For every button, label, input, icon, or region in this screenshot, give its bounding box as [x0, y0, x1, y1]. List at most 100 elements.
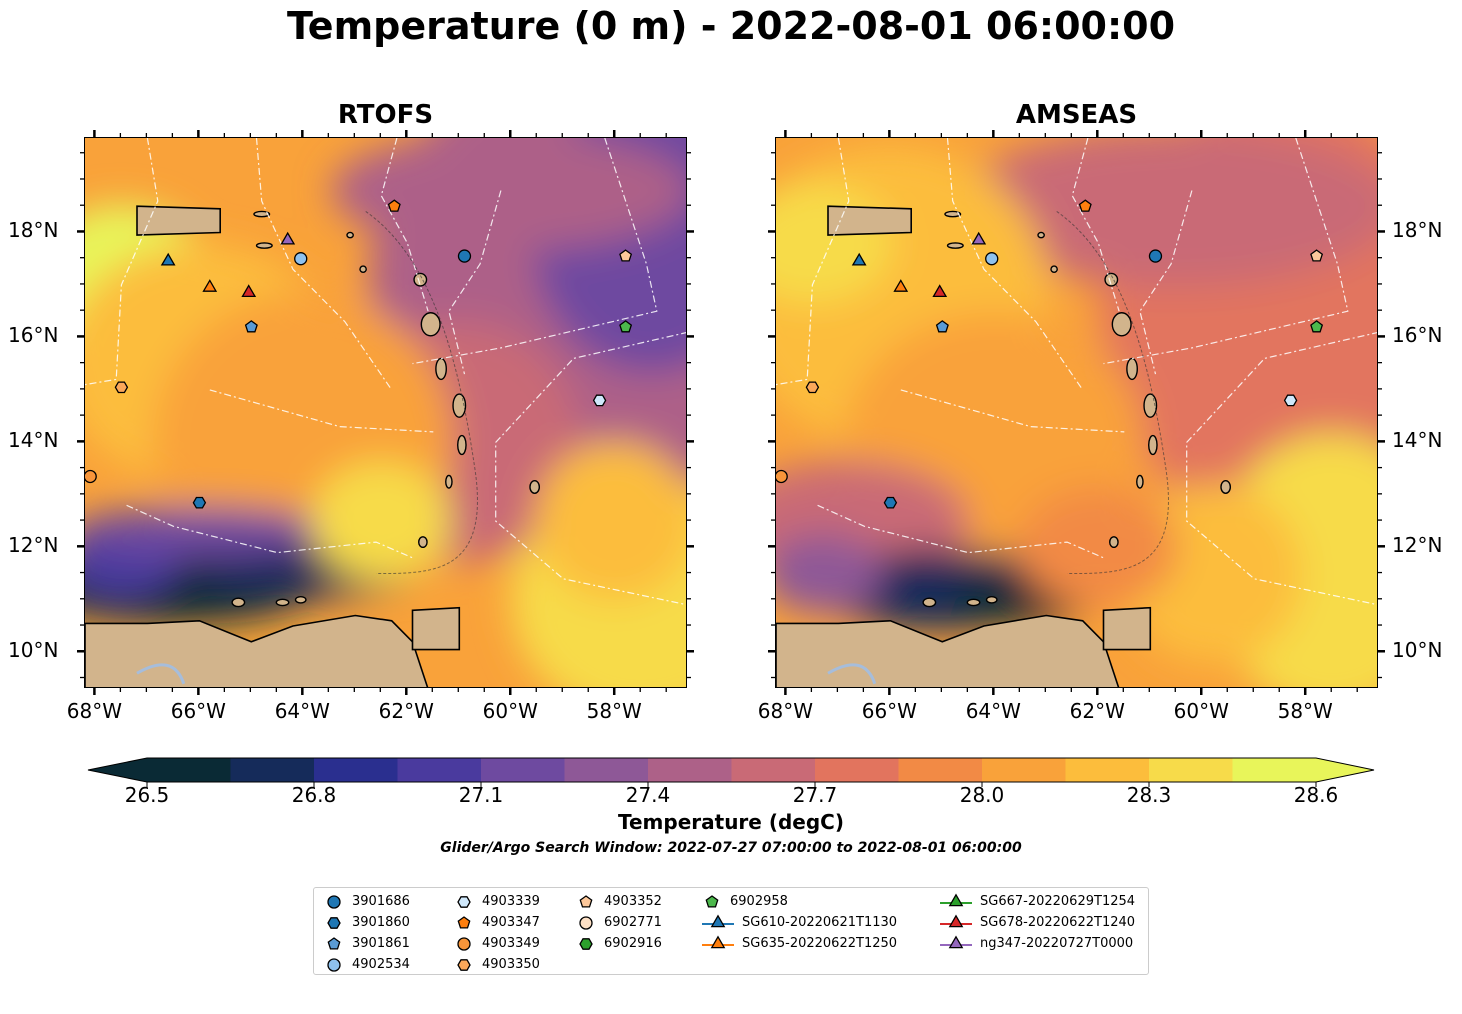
legend-marker[interactable]	[705, 895, 719, 908]
bathymetry-contour	[1056, 211, 1169, 575]
legend-marker[interactable]	[579, 895, 593, 908]
legend-marker[interactable]	[948, 893, 964, 907]
marker-3901861[interactable]	[935, 320, 949, 333]
land-polygon	[1102, 606, 1152, 651]
island	[1126, 357, 1138, 381]
legend-marker[interactable]	[579, 938, 593, 950]
land-polygon	[827, 205, 912, 236]
island	[1220, 479, 1232, 494]
temperature-blob	[85, 506, 330, 557]
colorbar-segment	[397, 758, 482, 782]
legend-marker[interactable]	[579, 916, 593, 930]
colorbar-segment	[481, 758, 565, 782]
marker-6902958[interactable]	[619, 320, 633, 333]
eez-boundary	[776, 138, 850, 386]
colorbar-segment	[1232, 758, 1317, 782]
marker-4903339[interactable]	[1283, 394, 1298, 407]
panel-title-amseas: AMSEAS	[1015, 100, 1138, 130]
marker-4903352[interactable]	[1310, 249, 1324, 262]
rtofs-map[interactable]	[84, 137, 687, 688]
legend-marker-icon	[327, 917, 341, 929]
temperature-blob	[311, 461, 452, 582]
map-canvas	[85, 138, 686, 687]
legend-marker-icon	[940, 914, 972, 928]
colorbar-segment	[564, 758, 649, 782]
legend-item: ng347-20220727T0000	[940, 934, 1133, 952]
island	[435, 357, 447, 381]
legend-marker[interactable]	[710, 935, 726, 949]
marker-4903349[interactable]	[776, 469, 788, 484]
legend-marker-icon	[579, 938, 593, 950]
x-tick-label: 66°W	[170, 699, 226, 723]
marker-SG635-20220622T1250[interactable]	[202, 279, 218, 292]
marker-3901686[interactable]	[457, 249, 472, 263]
island	[413, 272, 428, 287]
marker-4902534[interactable]	[985, 252, 999, 266]
colorbar-segment	[982, 758, 1066, 782]
legend-marker[interactable]	[327, 937, 341, 950]
legend-item: SG635-20220622T1250	[702, 934, 897, 952]
marker-SG610-20220621T1130[interactable]	[160, 252, 176, 266]
legend-item: 4903339	[454, 892, 540, 910]
legend-marker[interactable]	[457, 896, 471, 908]
island	[1136, 474, 1144, 489]
legend-marker[interactable]	[327, 958, 341, 972]
y-tick-label: 12°N	[8, 533, 59, 558]
island	[1037, 231, 1045, 239]
legend-marker[interactable]	[710, 914, 726, 928]
marker-3901860[interactable]	[883, 496, 898, 509]
legend-item: 3901860	[324, 913, 410, 931]
marker-4903352[interactable]	[619, 249, 633, 262]
marker-4903347[interactable]	[1078, 199, 1092, 212]
legend-marker-icon	[457, 916, 471, 929]
x-tick-label: 68°W	[66, 699, 122, 723]
temperature-blob	[776, 533, 883, 614]
marker-4903350[interactable]	[114, 381, 129, 394]
x-tick-label: 60°W	[482, 699, 538, 723]
marker-4903349[interactable]	[85, 469, 97, 484]
island	[966, 598, 981, 607]
marker-3901686[interactable]	[1148, 249, 1163, 263]
legend-marker-icon	[702, 914, 734, 928]
eez-boundary	[209, 389, 434, 433]
y-tick-label: 14°N	[1392, 428, 1443, 453]
temperature-blob	[956, 138, 1377, 287]
marker-SG635-20220622T1250[interactable]	[893, 279, 909, 292]
marker-4902534[interactable]	[294, 252, 308, 266]
marker-4903350[interactable]	[805, 381, 820, 394]
marker-ng347-20220727T0000[interactable]	[280, 231, 296, 245]
marker-6902958[interactable]	[1310, 320, 1324, 333]
legend-label: 4903347	[482, 914, 540, 930]
colorbar-segment	[230, 758, 315, 782]
marker-3901860[interactable]	[192, 496, 207, 509]
legend-marker[interactable]	[327, 917, 341, 929]
legend-marker[interactable]	[457, 937, 471, 951]
legend-label: 6902771	[604, 914, 662, 930]
legend-item: 6902916	[576, 934, 662, 952]
eez-boundary	[85, 138, 159, 386]
marker-SG678-20220622T1240[interactable]	[932, 284, 948, 298]
legend-label: 4903352	[604, 893, 662, 909]
legend-marker[interactable]	[948, 914, 964, 928]
legend-marker[interactable]	[327, 895, 341, 909]
legend-label: ng347-20220727T0000	[980, 935, 1134, 951]
x-tick-label: 60°W	[1173, 699, 1229, 723]
amseas-map[interactable]	[775, 137, 1378, 688]
x-tick-label: 58°W	[1277, 699, 1333, 723]
legend: 3901686 3901860 3901861 4902534 4903339 49033…	[313, 887, 1149, 975]
legend-marker[interactable]	[948, 935, 964, 949]
legend-marker[interactable]	[457, 916, 471, 929]
eez-boundary	[126, 504, 413, 559]
temperature-blobs	[85, 138, 686, 687]
marker-3901861[interactable]	[244, 320, 258, 333]
legend-marker[interactable]	[457, 959, 471, 971]
marker-4903339[interactable]	[592, 394, 607, 407]
marker-ng347-20220727T0000[interactable]	[971, 231, 987, 245]
y-tick-label: 18°N	[8, 218, 59, 243]
marker-4903347[interactable]	[387, 199, 401, 212]
marker-SG678-20220622T1240[interactable]	[241, 284, 257, 298]
eez-boundary	[448, 190, 502, 375]
marker-SG610-20220621T1130[interactable]	[851, 252, 867, 266]
x-tick-label: 58°W	[586, 699, 642, 723]
legend-label: 4903339	[482, 893, 540, 909]
